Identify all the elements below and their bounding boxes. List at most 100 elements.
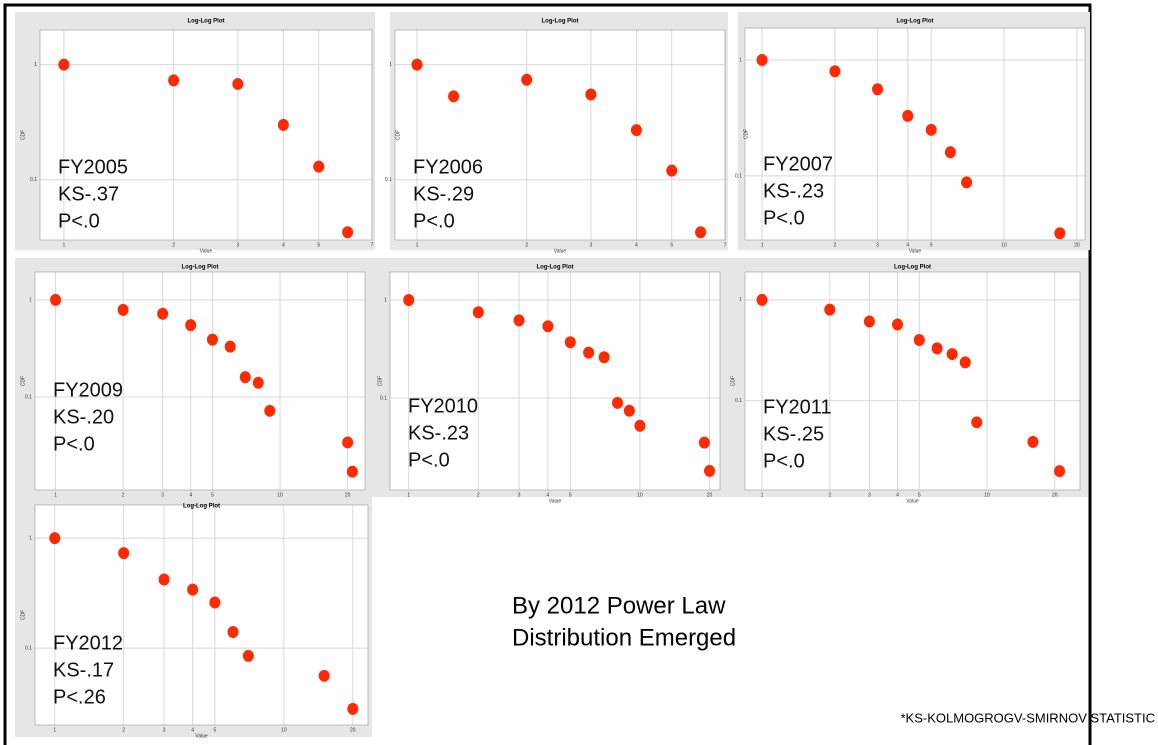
chart-panel: 1 2 3 4 5 10 20 1 0.1 Log-Log Plot Value CDF FY2012 K… <box>15 497 372 739</box>
data-point <box>277 118 289 131</box>
data-point <box>252 376 264 389</box>
y-axis-label: CDF <box>20 376 26 386</box>
x-tick-label: 10 <box>637 492 643 498</box>
headline: Distribution Emerged <box>512 624 736 651</box>
y-axis-label: CDF <box>395 130 401 140</box>
x-tick-label: 1 <box>761 492 764 498</box>
data-point <box>695 226 707 239</box>
data-point <box>944 146 956 159</box>
x-tick-label: 4 <box>282 242 285 248</box>
plot-area <box>395 30 725 240</box>
data-point <box>403 293 415 306</box>
data-point <box>168 74 180 87</box>
data-point <box>925 123 937 136</box>
x-tick-label: 5 <box>211 492 214 498</box>
data-point <box>946 348 958 361</box>
chart-title: Log-Log Plot <box>542 19 579 25</box>
data-point <box>542 320 554 333</box>
data-point <box>913 333 925 346</box>
chart-title: Log-Log Plot <box>897 19 934 25</box>
y-tick-label: 1 <box>739 297 742 303</box>
plot-border <box>34 271 366 491</box>
chart-title: Log-Log Plot <box>188 19 225 25</box>
data-point <box>959 356 971 369</box>
x-axis-label: Value <box>906 498 919 504</box>
x-axis-label: Value <box>909 248 922 254</box>
data-point <box>961 176 973 189</box>
data-point <box>318 669 330 682</box>
data-point <box>313 160 325 173</box>
x-tick-label: 20 <box>350 727 356 733</box>
x-tick-label: 4 <box>191 727 194 733</box>
data-point <box>583 346 595 359</box>
data-point <box>630 124 642 137</box>
data-point <box>902 109 914 122</box>
annotation: FY2006 <box>413 156 483 178</box>
x-tick-label: 3 <box>868 492 871 498</box>
x-tick-label: 4 <box>547 492 550 498</box>
data-point <box>206 333 218 346</box>
data-point <box>971 416 983 429</box>
annotation: FY2012 <box>53 632 123 654</box>
annotation: FY2009 <box>53 379 123 401</box>
x-tick-label: 2 <box>172 242 175 248</box>
y-axis-label: CDF <box>20 610 26 620</box>
annotation: P<.0 <box>58 210 100 232</box>
x-tick-label: 4 <box>906 242 909 248</box>
data-point <box>634 419 646 432</box>
x-tick-label: 5 <box>918 492 921 498</box>
data-point <box>342 226 354 239</box>
y-tick-label: 0.1 <box>735 398 742 404</box>
annotation: P<.0 <box>408 449 450 471</box>
chart-title: Log-Log Plot <box>183 504 220 510</box>
y-tick-label: 0.1 <box>380 395 387 401</box>
y-tick-label: 1 <box>29 297 32 303</box>
annotation: P<.26 <box>53 686 106 708</box>
x-tick-label: 1 <box>62 242 65 248</box>
plot-area <box>745 272 1080 490</box>
data-point <box>756 293 768 306</box>
plot-border <box>744 27 1086 241</box>
x-axis-label: Value <box>554 248 567 254</box>
data-point <box>346 465 358 478</box>
data-point <box>931 342 943 355</box>
x-tick-label: 4 <box>635 242 638 248</box>
data-point <box>411 58 423 71</box>
headline: By 2012 Power Law <box>512 592 726 619</box>
y-axis-label: CDF <box>743 129 749 139</box>
annotation: KS-.25 <box>763 423 824 445</box>
x-tick-label: 5 <box>670 242 673 248</box>
y-tick-label: 0.1 <box>30 177 37 183</box>
data-point <box>564 336 576 349</box>
x-tick-label: 7 <box>371 242 374 248</box>
x-tick-label: 5 <box>317 242 320 248</box>
data-point <box>117 303 129 316</box>
data-point <box>157 307 169 320</box>
x-tick-label: 1 <box>761 242 764 248</box>
data-point <box>472 306 484 319</box>
y-axis-label: CDF <box>20 130 26 140</box>
x-tick-label: 2 <box>828 492 831 498</box>
data-point <box>1054 227 1066 240</box>
data-point <box>209 596 221 609</box>
data-point <box>239 371 251 384</box>
x-tick-label: 20 <box>707 492 713 498</box>
data-point <box>824 303 836 316</box>
x-tick-label: 2 <box>834 242 837 248</box>
data-point <box>58 58 70 71</box>
chart-panel: 1 2 3 4 5 10 20 1 0.1 Log-Log Plot Value CDF FY2011 K… <box>725 258 1088 504</box>
x-tick-label: 2 <box>477 492 480 498</box>
data-point <box>50 293 62 306</box>
x-tick-label: 5 <box>213 727 216 733</box>
data-point <box>612 396 624 409</box>
data-point <box>49 532 61 545</box>
x-tick-label: 10 <box>984 492 990 498</box>
plot-area <box>390 272 720 490</box>
x-axis-label: Value <box>549 498 562 504</box>
annotation: P<.0 <box>53 433 95 455</box>
data-point <box>264 404 276 417</box>
y-tick-label: 1 <box>34 62 37 68</box>
